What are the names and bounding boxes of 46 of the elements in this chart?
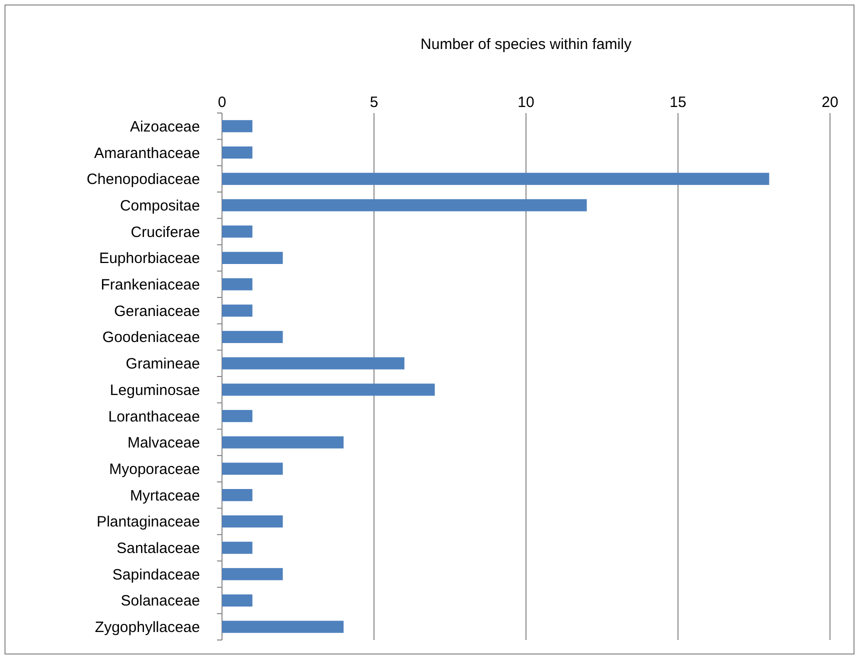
y-tick-label: Cruciferae — [130, 224, 200, 241]
y-tick-label: Malvaceae — [127, 434, 200, 452]
bar — [222, 410, 252, 422]
bar — [222, 252, 283, 264]
bar — [222, 542, 252, 554]
y-tick-label: Amaranthaceae — [94, 144, 200, 162]
x-tick-label: 20 — [822, 94, 838, 111]
bar — [222, 172, 770, 185]
y-tick-label: Zygophyllaceae — [94, 619, 200, 636]
y-tick-label: Gramineae — [126, 356, 200, 373]
bar — [222, 462, 283, 475]
bar — [222, 384, 435, 396]
bar — [222, 120, 252, 132]
bar — [222, 489, 252, 502]
bar — [222, 594, 252, 607]
bar — [222, 278, 252, 290]
y-tick-label: Myoporaceae — [109, 460, 200, 478]
bar — [222, 620, 344, 633]
y-tick-label: Loranthaceae — [108, 408, 200, 426]
bar — [222, 436, 344, 448]
bar — [222, 568, 283, 580]
y-tick-label: Leguminosae — [110, 382, 200, 399]
x-tick-label: 10 — [518, 94, 534, 111]
bar — [222, 146, 252, 159]
bar — [222, 357, 404, 370]
bar — [222, 304, 252, 317]
y-tick-label: Myrtaceae — [130, 487, 200, 504]
y-tick-label: Compositae — [120, 197, 200, 214]
y-tick-label: Euphorbiaceae — [99, 250, 200, 268]
y-tick-label: Frankeniaceae — [100, 276, 200, 294]
x-tick-label: 0 — [218, 94, 226, 111]
bar — [222, 515, 283, 528]
y-tick-label: Geraniaceae — [114, 302, 200, 320]
x-tick-label: 5 — [370, 94, 378, 111]
bar — [222, 199, 587, 212]
y-tick-label: Plantaginaceae — [96, 514, 200, 531]
x-tick-label: 15 — [670, 94, 686, 111]
bar — [222, 330, 283, 344]
y-tick-label: Aizoaceae — [130, 118, 200, 136]
x-axis-title: Number of species within family — [420, 36, 632, 53]
y-tick-label: Chenopodiaceae — [86, 171, 200, 188]
y-tick-label: Sapindaceae — [112, 566, 200, 584]
y-tick-label: Goodeniaceae — [102, 329, 200, 346]
y-tick-label: Santalaceae — [116, 540, 200, 558]
bar — [222, 226, 252, 238]
y-tick-label: Solanaceae — [120, 592, 200, 610]
